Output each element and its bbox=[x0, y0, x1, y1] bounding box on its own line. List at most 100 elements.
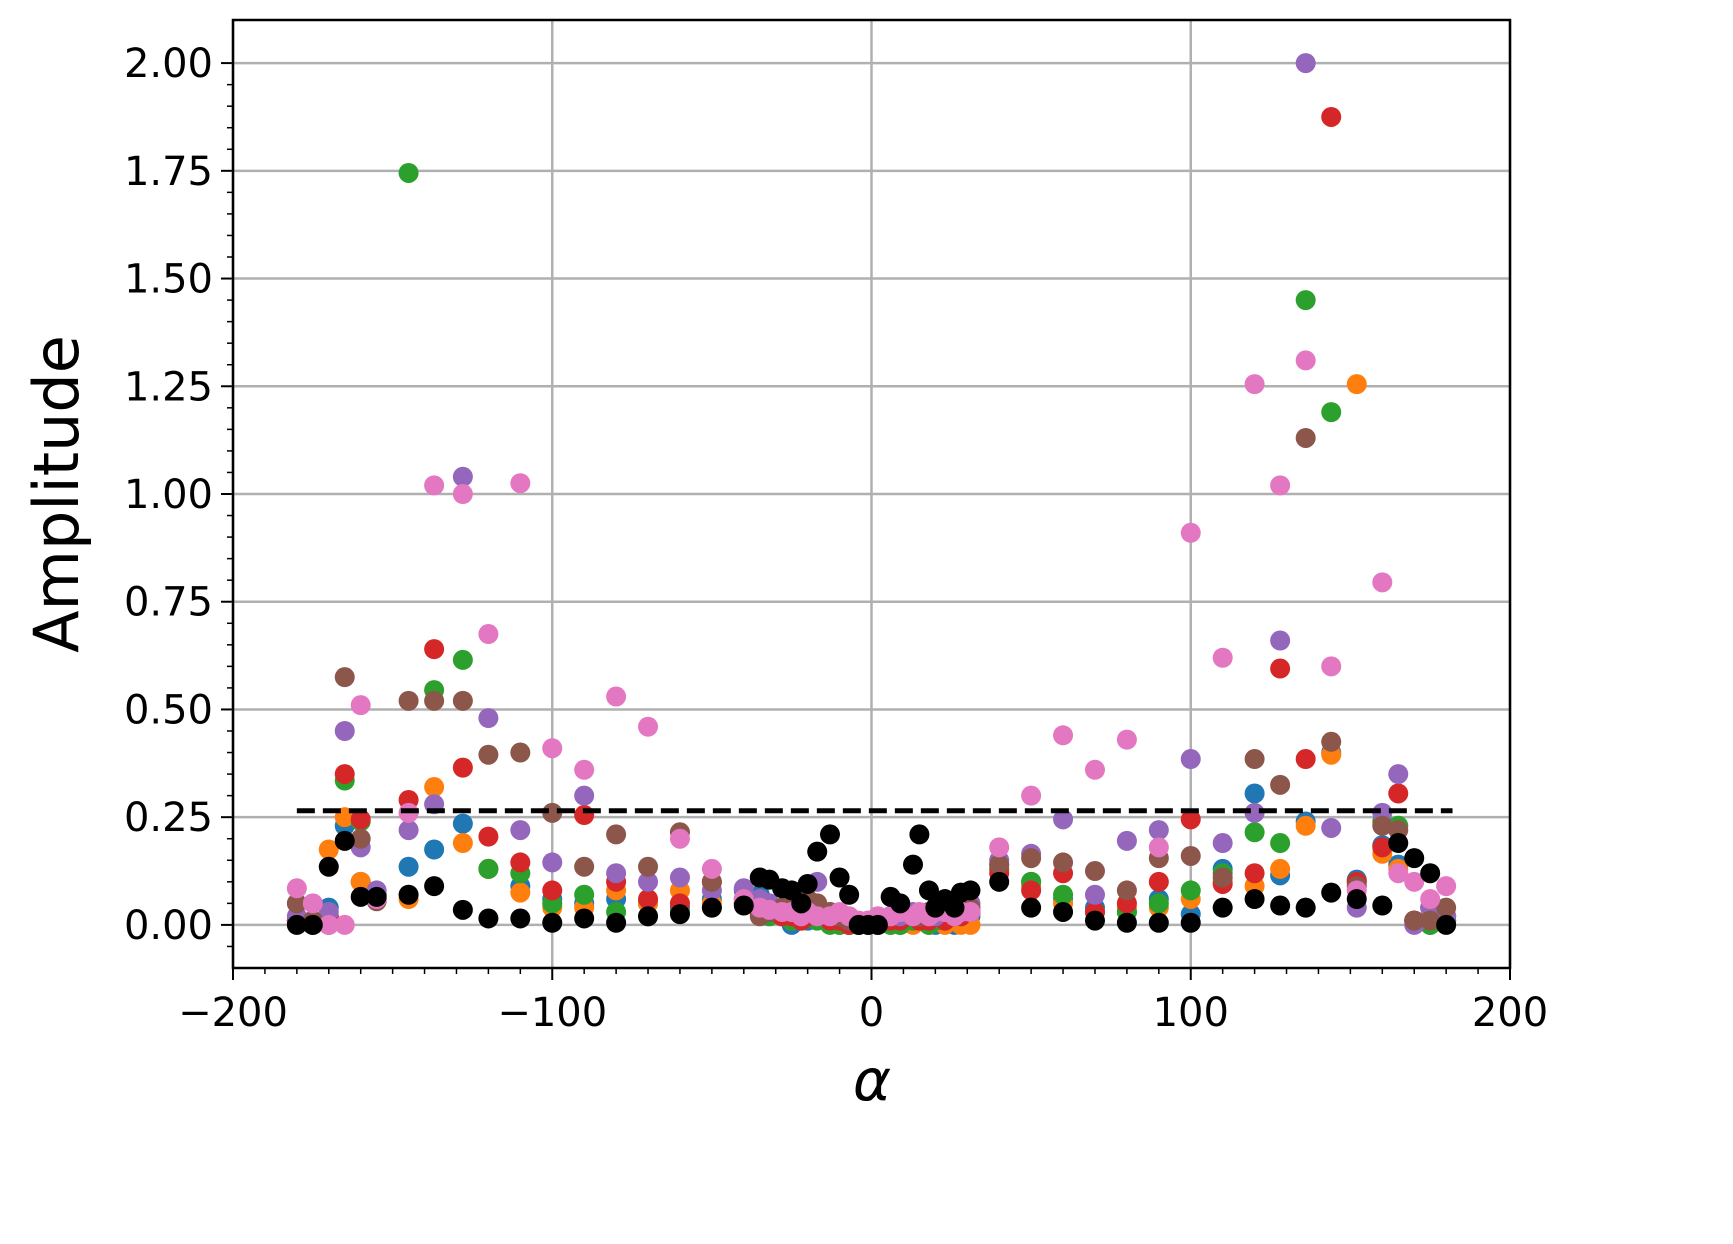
x-tick-label: 100 bbox=[1153, 990, 1229, 1036]
point bbox=[398, 820, 419, 841]
point bbox=[701, 858, 722, 879]
point bbox=[701, 897, 722, 918]
y-tick-label: 1.75 bbox=[124, 149, 213, 195]
point bbox=[1053, 852, 1074, 873]
y-axis-label: Amplitude bbox=[20, 335, 93, 653]
y-tick-label: 0.75 bbox=[124, 580, 213, 626]
point bbox=[638, 871, 659, 892]
point bbox=[1321, 402, 1342, 423]
point bbox=[1021, 785, 1042, 806]
point bbox=[1372, 815, 1393, 836]
point bbox=[478, 624, 499, 645]
point bbox=[1388, 783, 1409, 804]
point bbox=[334, 830, 355, 851]
point bbox=[1346, 374, 1367, 395]
point bbox=[638, 889, 659, 910]
point bbox=[452, 466, 473, 487]
point bbox=[286, 914, 307, 935]
point bbox=[452, 899, 473, 920]
point bbox=[350, 695, 371, 716]
y-tick-label: 2.00 bbox=[124, 41, 213, 87]
point bbox=[574, 908, 595, 929]
point bbox=[989, 854, 1010, 875]
point bbox=[1116, 830, 1137, 851]
point bbox=[1270, 774, 1291, 795]
point bbox=[574, 884, 595, 905]
point bbox=[510, 882, 531, 903]
point bbox=[574, 805, 595, 826]
point bbox=[1180, 912, 1201, 933]
point bbox=[1244, 802, 1265, 823]
y-tick-label: 1.25 bbox=[124, 364, 213, 410]
point bbox=[424, 839, 445, 860]
point bbox=[1295, 815, 1316, 836]
point bbox=[1021, 880, 1042, 901]
point bbox=[302, 914, 323, 935]
point bbox=[452, 833, 473, 854]
point bbox=[542, 802, 563, 823]
point bbox=[398, 690, 419, 711]
x-axis-label: α bbox=[853, 1046, 891, 1114]
point bbox=[1084, 759, 1105, 780]
point bbox=[574, 856, 595, 877]
point bbox=[1244, 374, 1265, 395]
point bbox=[989, 837, 1010, 858]
point bbox=[1388, 833, 1409, 854]
point bbox=[1420, 863, 1441, 884]
point bbox=[1436, 876, 1457, 897]
point bbox=[1084, 861, 1105, 882]
point bbox=[1212, 897, 1233, 918]
point bbox=[302, 893, 323, 914]
point bbox=[1295, 749, 1316, 770]
point bbox=[1436, 897, 1457, 918]
point bbox=[542, 852, 563, 873]
point bbox=[1180, 880, 1201, 901]
point bbox=[1321, 656, 1342, 677]
point bbox=[960, 901, 981, 922]
point bbox=[1404, 871, 1425, 892]
point bbox=[350, 828, 371, 849]
point bbox=[1116, 729, 1137, 750]
point bbox=[478, 826, 499, 847]
point bbox=[1244, 749, 1265, 770]
point bbox=[1420, 889, 1441, 910]
point bbox=[1148, 820, 1169, 841]
point bbox=[398, 856, 419, 877]
point bbox=[1372, 895, 1393, 916]
point bbox=[478, 708, 499, 729]
x-tick-label: 0 bbox=[859, 990, 884, 1036]
point bbox=[1180, 522, 1201, 543]
point bbox=[606, 686, 627, 707]
point bbox=[574, 759, 595, 780]
point bbox=[1116, 912, 1137, 933]
point bbox=[1021, 897, 1042, 918]
point bbox=[1244, 822, 1265, 843]
point bbox=[452, 649, 473, 670]
point bbox=[542, 880, 563, 901]
point bbox=[1180, 809, 1201, 830]
point bbox=[638, 906, 659, 927]
point bbox=[867, 914, 888, 935]
point bbox=[638, 716, 659, 737]
point bbox=[1404, 848, 1425, 869]
point bbox=[1212, 647, 1233, 668]
x-tick-label: −100 bbox=[497, 990, 607, 1036]
point bbox=[1372, 572, 1393, 593]
y-tick-label: 1.50 bbox=[124, 257, 213, 303]
point bbox=[286, 893, 307, 914]
y-tick-label: 0.25 bbox=[124, 795, 213, 841]
point bbox=[1021, 848, 1042, 869]
y-tick-label: 1.00 bbox=[124, 472, 213, 518]
point bbox=[1084, 910, 1105, 931]
point bbox=[318, 914, 339, 935]
point bbox=[606, 824, 627, 845]
point bbox=[510, 820, 531, 841]
point bbox=[1295, 427, 1316, 448]
point bbox=[669, 867, 690, 888]
point bbox=[1270, 895, 1291, 916]
point bbox=[1244, 889, 1265, 910]
point bbox=[542, 738, 563, 759]
point bbox=[334, 721, 355, 741]
point bbox=[478, 908, 499, 929]
point bbox=[350, 809, 371, 830]
